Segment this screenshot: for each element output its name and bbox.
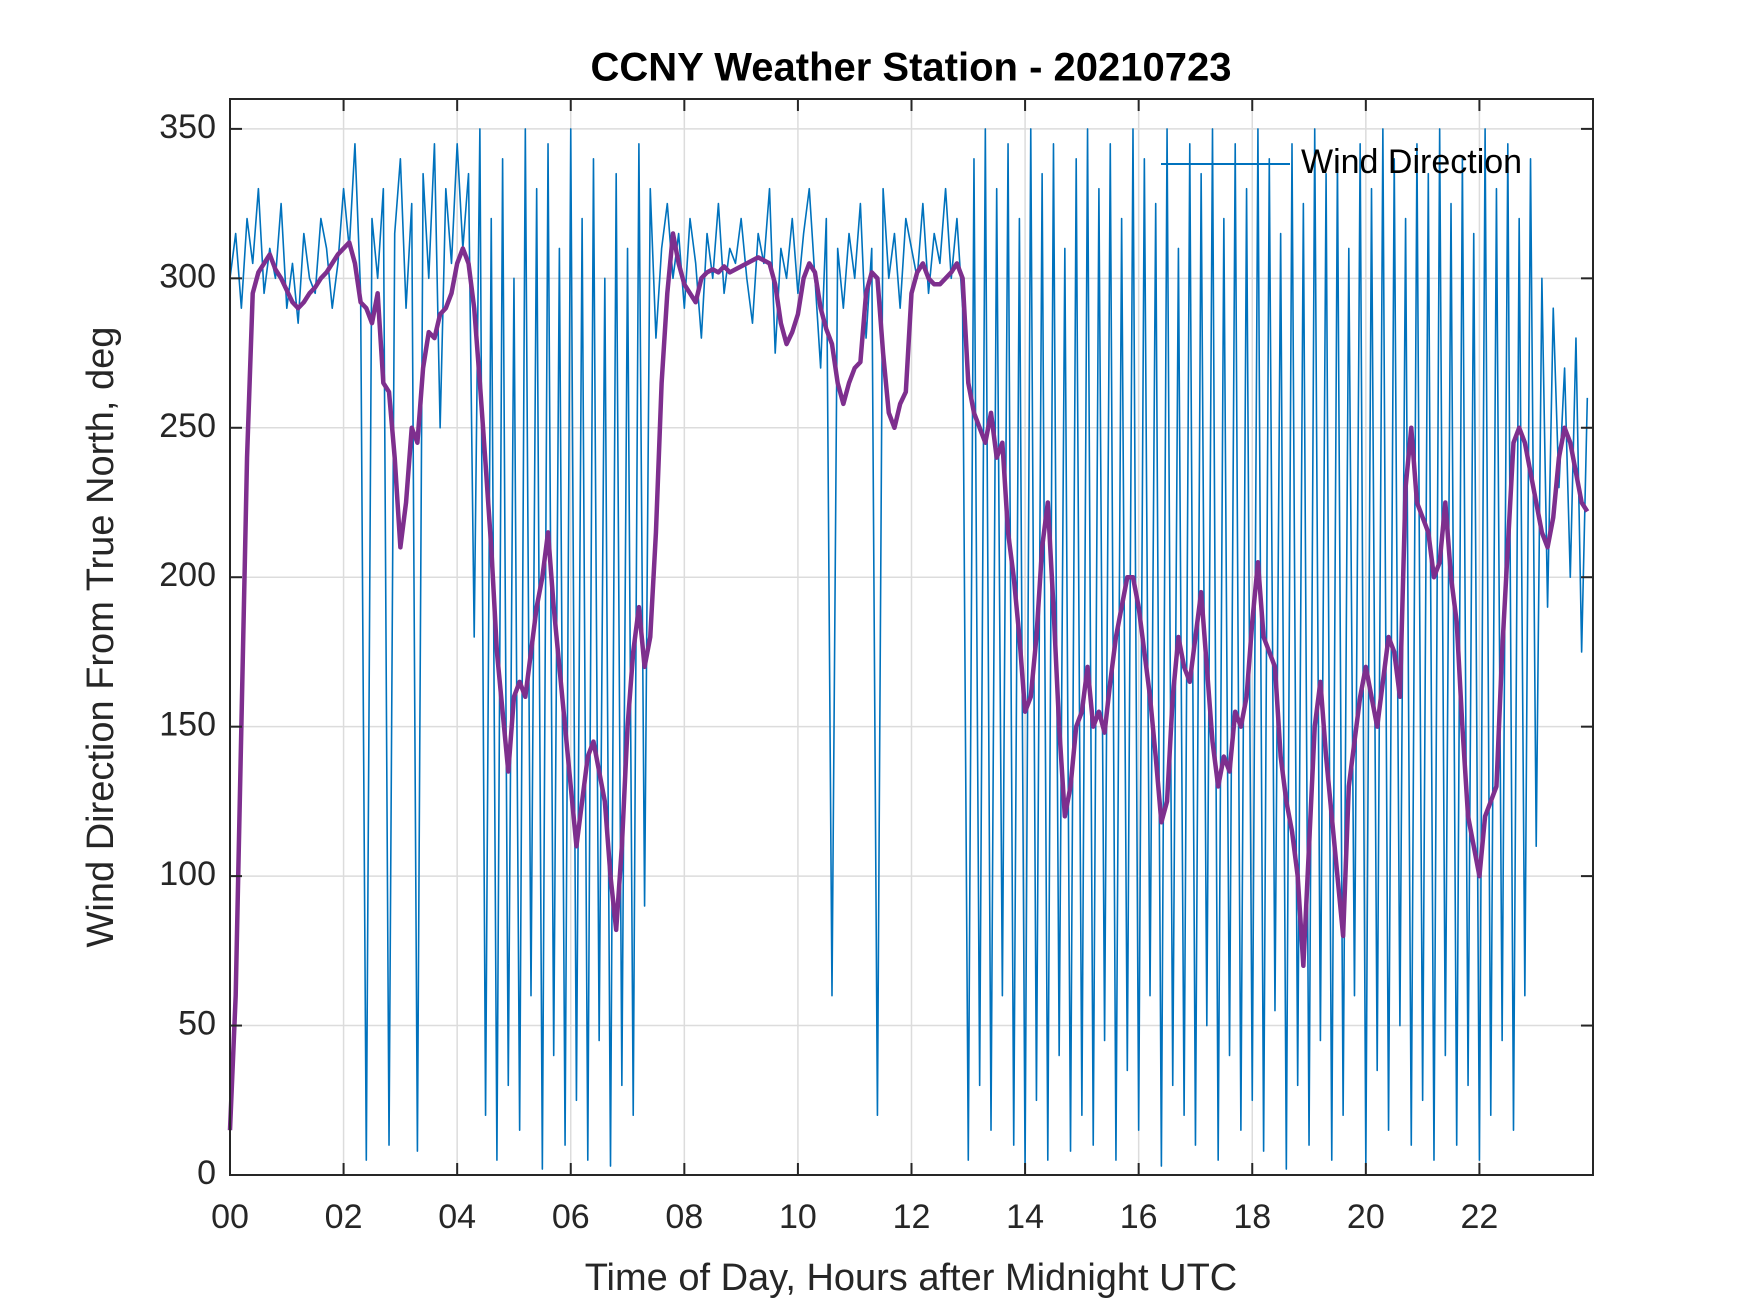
x-tick-label: 20 [1347,1198,1385,1236]
data-line [227,231,1590,1131]
legend: Wind Direction [1161,143,1522,181]
axes-frame [229,98,1594,1176]
chart-title: CCNY Weather Station - 20210723 [591,46,1232,90]
y-tick-label: 200 [159,556,216,594]
plot-area [227,128,1590,1170]
x-tick-label: 04 [438,1198,476,1236]
data-line [229,128,1589,1170]
x-tick-label: 10 [779,1198,817,1236]
x-axis-label: Time of Day, Hours after Midnight UTC [585,1257,1238,1299]
x-tick-label: 12 [893,1198,931,1236]
y-tick-label: 0 [197,1154,216,1192]
y-tick-label: 250 [159,407,216,445]
legend-label: Wind Direction [1301,143,1522,181]
x-tick-label: 18 [1233,1198,1271,1236]
y-tick-label: 300 [159,257,216,295]
axes: 00 02 04 06 08 10 12 14 16 18 20 22 0 50 100 150 200 250 3… [159,98,1594,1236]
y-axis-label: Wind Direction From True North, deg [80,327,122,948]
x-tick-label: 22 [1461,1198,1499,1236]
y-tick-label: 100 [159,855,216,893]
y-tick-label: 150 [159,706,216,744]
x-tick-label: 00 [211,1198,249,1236]
y-tick-label: 50 [178,1005,216,1043]
x-tick-label: 08 [665,1198,703,1236]
y-tick-label: 350 [159,108,216,146]
x-tick-label: 14 [1006,1198,1044,1236]
x-tick-label: 16 [1120,1198,1158,1236]
x-tick-label: 06 [552,1198,590,1236]
x-tick-label: 02 [325,1198,363,1236]
